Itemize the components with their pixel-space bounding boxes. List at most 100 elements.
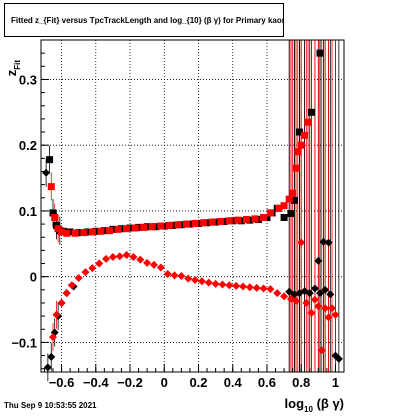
data-point-square	[266, 209, 274, 217]
data-point-diamond	[317, 346, 326, 355]
data-point-diamond	[239, 282, 247, 291]
data-point-diamond	[156, 263, 165, 272]
data-point-square	[47, 183, 55, 191]
data-point-diamond	[163, 270, 172, 279]
data-point-diamond	[321, 285, 330, 294]
data-point-diamond	[149, 260, 158, 269]
data-point-square	[290, 196, 298, 204]
data-point-diamond	[74, 273, 83, 282]
data-point-square	[242, 215, 250, 223]
data-point-square	[307, 108, 315, 116]
data-point-square	[280, 202, 288, 210]
data-point-diamond	[307, 308, 316, 317]
data-point-diamond	[252, 283, 261, 292]
data-point-diamond	[48, 333, 57, 342]
data-point-diamond	[328, 304, 337, 313]
data-point-diamond	[245, 283, 254, 292]
data-point-square	[63, 229, 71, 237]
data-point-square	[260, 214, 268, 222]
data-point-diamond	[108, 252, 117, 261]
data-point-diamond	[122, 250, 131, 259]
y-tick-label: −0.1	[11, 335, 37, 350]
x-tick-label: −0.6	[49, 375, 75, 390]
data-point-diamond	[310, 295, 319, 304]
data-point-square	[304, 118, 312, 126]
data-point-diamond	[305, 289, 314, 298]
y-tick-label: 0.1	[19, 204, 37, 219]
data-point-diamond	[232, 281, 241, 290]
x-tick-label: 0.2	[189, 375, 207, 390]
data-point-square	[174, 221, 182, 229]
data-point-square	[105, 227, 113, 235]
data-point-diamond	[42, 168, 51, 177]
data-point-diamond	[143, 258, 152, 267]
y-tick-label: 0	[30, 270, 37, 285]
data-point-square	[287, 210, 295, 218]
data-point-square	[58, 228, 66, 236]
data-point-square	[80, 229, 88, 237]
data-point-diamond	[326, 290, 335, 299]
data-point-diamond	[204, 278, 213, 287]
data-point-diamond	[314, 302, 323, 311]
data-point-diamond	[52, 310, 61, 319]
data-point-square	[51, 214, 59, 222]
x-tick-label: 0.6	[258, 375, 276, 390]
x-tick-label: 0.8	[292, 375, 310, 390]
data-point-square	[71, 229, 79, 237]
data-point-diamond	[115, 252, 124, 261]
data-point-square	[289, 189, 297, 197]
data-point-square	[148, 223, 156, 231]
timestamp: Thu Sep 9 10:53:55 2021	[4, 401, 97, 410]
data-point-square	[217, 217, 225, 225]
data-point-diamond	[310, 284, 319, 293]
data-point-diamond	[324, 238, 333, 247]
data-point-diamond	[319, 237, 328, 246]
data-point-square	[131, 224, 139, 232]
data-point-diamond	[259, 284, 268, 293]
data-point-square	[316, 49, 324, 57]
data-point-square	[123, 225, 131, 233]
data-point-diamond	[334, 354, 343, 363]
x-axis-label: log10 (β γ)	[285, 396, 344, 414]
tick-layer: −0.6 −0.4 −0.2 0 0.2 0.4 0.6 0.8 1 −0.1 0 0.1 0.2 0.3	[11, 52, 339, 390]
data-point-diamond	[273, 289, 282, 298]
data-point-diamond	[321, 304, 330, 313]
grid-layer	[41, 40, 344, 372]
data-point-diamond	[331, 310, 340, 319]
x-tick-label: 0.4	[224, 375, 243, 390]
data-point-diamond	[314, 256, 323, 265]
data-point-square	[46, 156, 54, 164]
marker-layer	[42, 49, 343, 372]
data-point-diamond	[177, 272, 186, 281]
chart-title: Fitted z_{Fit} versus TpcTrackLength and…	[4, 3, 284, 37]
data-point-square	[275, 204, 283, 212]
y-axis-label: zFit	[4, 60, 22, 77]
data-point-diamond	[95, 259, 104, 268]
data-point-square	[297, 141, 305, 149]
data-point-square	[294, 148, 302, 156]
data-point-square	[191, 219, 199, 227]
data-point-diamond	[211, 279, 220, 288]
data-point-square	[49, 209, 57, 217]
x-tick-label: 1	[332, 375, 339, 390]
data-point-diamond	[57, 298, 66, 307]
data-point-diamond	[191, 275, 200, 284]
data-point-diamond	[280, 292, 289, 301]
data-point-square	[285, 195, 293, 203]
data-point-square	[251, 215, 259, 223]
data-point-square	[234, 216, 242, 224]
error-bar-layer	[45, 40, 340, 382]
data-point-diamond	[316, 289, 325, 298]
data-point-square	[165, 221, 173, 229]
data-point-diamond	[81, 268, 90, 277]
data-point-square	[97, 227, 105, 235]
data-point-diamond	[197, 277, 206, 286]
data-point-square	[140, 223, 148, 231]
data-point-diamond	[88, 264, 97, 273]
data-point-diamond	[67, 281, 76, 290]
data-point-square	[280, 214, 288, 222]
data-point-diamond	[324, 313, 333, 322]
data-point-diamond	[129, 252, 138, 261]
